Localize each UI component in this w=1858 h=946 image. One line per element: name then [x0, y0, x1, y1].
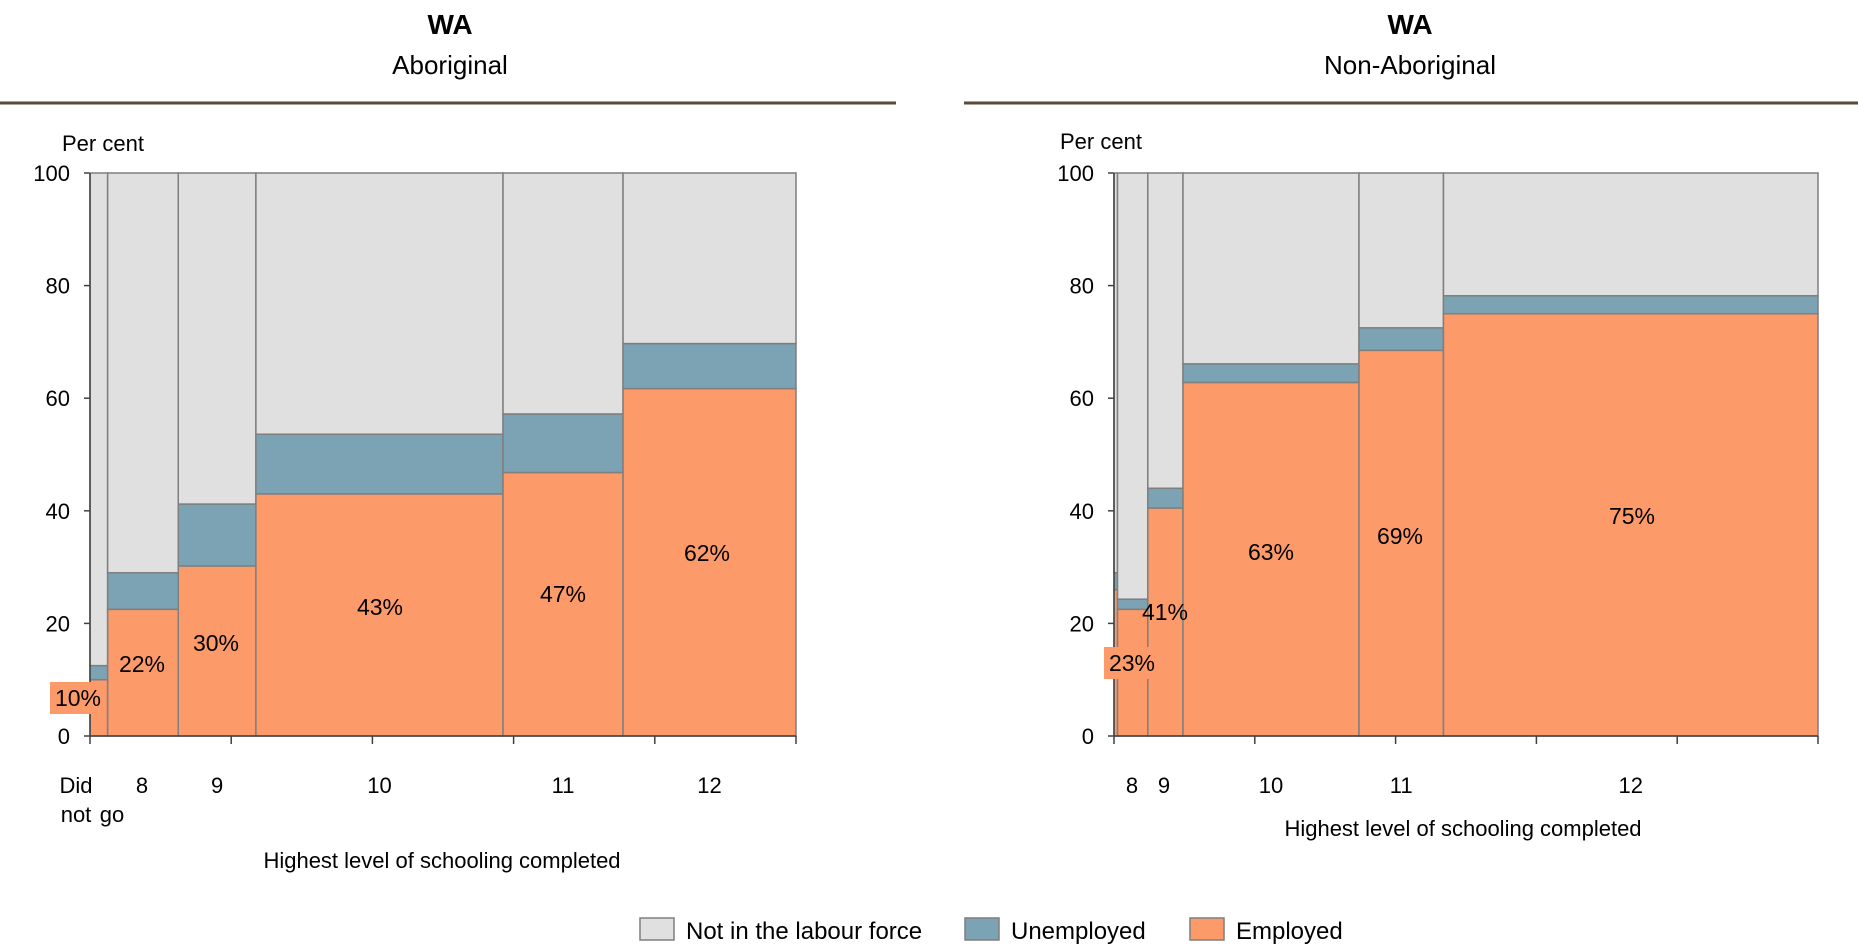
y-tick-label-non-aboriginal-60: 60 — [1070, 386, 1094, 411]
bar-aboriginal-not-in-labour-force-4 — [502, 172, 624, 415]
x-tick-label-non-aboriginal-2: 9 — [1158, 773, 1170, 798]
data-label-bg-aboriginal-0 — [50, 682, 106, 714]
bar-non-aboriginal-unemployed-3 — [1182, 363, 1360, 384]
bar-aboriginal-unemployed-4 — [502, 413, 624, 474]
data-label-aboriginal-0: 10% — [55, 685, 101, 711]
y-tick-label-non-aboriginal-20: 20 — [1070, 611, 1094, 636]
chart-subtitle-non-aboriginal: Non-Aboriginal — [1324, 50, 1496, 80]
data-label-non-aboriginal-5: 75% — [1609, 503, 1655, 529]
y-axis-label-aboriginal: Per cent — [62, 131, 144, 156]
y-tick-label-aboriginal-0: 0 — [58, 724, 70, 749]
chart-title-non-aboriginal: WA — [1387, 9, 1432, 40]
y-axis-label-non-aboriginal: Per cent — [1060, 129, 1142, 154]
bar-non-aboriginal-not-in-labour-force-1 — [1116, 172, 1149, 600]
x-tick-label-aboriginal-4: 11 — [552, 773, 575, 798]
data-label-non-aboriginal-3: 63% — [1248, 539, 1294, 565]
x-axis-label-non-aboriginal: Highest level of schooling completed — [1284, 816, 1641, 841]
legend-swatch-not-in-labour-force — [639, 917, 675, 941]
bar-non-aboriginal-employed-3 — [1182, 381, 1360, 737]
data-label-non-aboriginal-1: 23% — [1109, 650, 1155, 676]
y-tick-label-non-aboriginal-100: 100 — [1057, 161, 1094, 186]
bar-aboriginal-employed-4 — [502, 471, 624, 737]
data-label-bg-non-aboriginal-1 — [1104, 647, 1160, 679]
bar-aboriginal-employed-3 — [255, 493, 504, 737]
y-tick-label-non-aboriginal-80: 80 — [1070, 274, 1094, 299]
data-label-aboriginal-2: 30% — [193, 630, 239, 656]
bar-aboriginal-unemployed-1 — [106, 571, 179, 611]
y-tick-label-aboriginal-60: 60 — [46, 386, 70, 411]
bar-non-aboriginal-not-in-labour-force-5 — [1442, 172, 1819, 297]
bar-aboriginal-not-in-labour-force-5 — [622, 172, 797, 345]
x-tick-label-non-aboriginal-4: 11 — [1390, 773, 1413, 798]
y-tick-label-non-aboriginal-40: 40 — [1070, 499, 1094, 524]
x-tick-label-aboriginal-0-line2: not — [61, 802, 92, 827]
legend-label-not-in-labour-force: Not in the labour force — [686, 918, 922, 945]
bar-aboriginal-unemployed-0 — [89, 664, 109, 681]
y-tick-label-aboriginal-20: 20 — [46, 611, 70, 636]
bar-aboriginal-not-in-labour-force-2 — [177, 172, 257, 505]
x-tick-label-non-aboriginal-3: 10 — [1259, 773, 1283, 798]
legend: Not in the labour force Unemployed Emplo… — [639, 917, 1343, 945]
legend-swatch-unemployed — [964, 917, 1000, 941]
bar-non-aboriginal-not-in-labour-force-4 — [1358, 172, 1445, 329]
bar-aboriginal-employed-5 — [622, 387, 797, 737]
data-label-aboriginal-1: 22% — [119, 651, 165, 677]
data-label-non-aboriginal-4: 69% — [1377, 523, 1423, 549]
data-label-aboriginal-4: 47% — [540, 581, 586, 607]
bar-non-aboriginal-employed-5 — [1442, 313, 1819, 737]
x-tick-label-non-aboriginal-1: 8 — [1126, 773, 1138, 798]
x-tick-label-aboriginal-1-line2: go — [100, 802, 124, 827]
bar-aboriginal-unemployed-3 — [255, 433, 504, 495]
x-tick-label-aboriginal-2: 9 — [211, 773, 223, 798]
x-tick-label-aboriginal-3: 10 — [367, 773, 391, 798]
data-label-aboriginal-5: 62% — [684, 540, 730, 566]
legend-swatch-employed — [1189, 917, 1225, 941]
bar-non-aboriginal-unemployed-4 — [1358, 327, 1445, 352]
chart-title-aboriginal: WA — [427, 9, 472, 40]
data-label-aboriginal-3: 43% — [357, 594, 403, 620]
x-tick-label-aboriginal-0: Did — [59, 773, 92, 798]
y-tick-label-aboriginal-100: 100 — [33, 161, 70, 186]
data-label-non-aboriginal-2: 41% — [1142, 599, 1188, 625]
plot-non-aboriginal: 0 20 40 60 80 100 8 9 10 11 12 23% 41% 63% 69% 75% — [1057, 161, 1819, 798]
bar-non-aboriginal-not-in-labour-force-2 — [1147, 172, 1184, 490]
plot-aboriginal: 0 20 40 60 80 100 Did not 8 go 9 10 11 12 10% 22% 30% 43%… — [33, 161, 797, 827]
x-tick-label-aboriginal-5: 12 — [697, 773, 721, 798]
x-tick-label-aboriginal-1: 8 — [136, 773, 148, 798]
bar-aboriginal-not-in-labour-force-0 — [89, 172, 109, 667]
legend-label-employed: Employed — [1236, 918, 1343, 945]
bar-aboriginal-not-in-labour-force-1 — [106, 172, 179, 574]
x-tick-label-non-aboriginal-5: 12 — [1618, 773, 1642, 798]
bar-aboriginal-not-in-labour-force-3 — [255, 172, 504, 435]
legend-label-unemployed: Unemployed — [1011, 918, 1146, 945]
bar-aboriginal-employed-2 — [177, 565, 257, 737]
bar-non-aboriginal-not-in-labour-force-3 — [1182, 172, 1360, 365]
y-tick-label-aboriginal-80: 80 — [46, 274, 70, 299]
bar-aboriginal-unemployed-5 — [622, 342, 797, 390]
chart-subtitle-aboriginal: Aboriginal — [392, 50, 508, 80]
bar-non-aboriginal-employed-4 — [1358, 349, 1445, 737]
bar-non-aboriginal-unemployed-5 — [1442, 294, 1819, 315]
y-tick-label-non-aboriginal-0: 0 — [1082, 724, 1094, 749]
y-tick-label-aboriginal-40: 40 — [46, 499, 70, 524]
x-axis-label-aboriginal: Highest level of schooling completed — [263, 848, 620, 873]
bar-non-aboriginal-unemployed-2 — [1147, 487, 1184, 509]
bar-aboriginal-unemployed-2 — [177, 503, 257, 567]
bar-aboriginal-employed-1 — [106, 608, 179, 737]
